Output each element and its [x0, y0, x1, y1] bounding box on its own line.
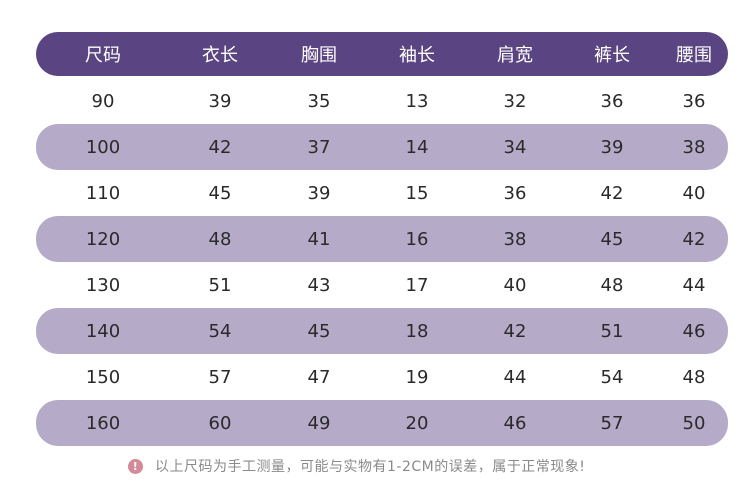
cell-chest: 35 — [307, 90, 331, 112]
cell-size: 120 — [85, 228, 121, 250]
cell-shoulder: 44 — [503, 366, 527, 388]
cell-sleeve: 19 — [405, 366, 429, 388]
header-sleeve: 袖长 — [399, 45, 435, 66]
cell-length: 48 — [208, 228, 232, 250]
cell-shoulder: 40 — [503, 274, 527, 296]
cell-chest: 45 — [307, 320, 331, 342]
cell-chest: 47 — [307, 366, 331, 388]
cell-pants-length: 36 — [600, 90, 624, 112]
cell-sleeve: 17 — [405, 274, 429, 296]
cell-size: 160 — [85, 412, 121, 434]
cell-size: 100 — [85, 136, 121, 158]
cell-shoulder: 42 — [503, 320, 527, 342]
cell-shoulder: 46 — [503, 412, 527, 434]
cell-waist: 42 — [682, 228, 706, 250]
cell-chest: 39 — [307, 182, 331, 204]
table-row: 100 42 37 14 34 39 38 — [36, 124, 728, 170]
cell-length: 60 — [208, 412, 232, 434]
size-chart-table: 尺码 衣长 胸围 袖长 肩宽 裤长 腰围 90 39 35 13 32 36 3… — [36, 32, 728, 446]
cell-pants-length: 48 — [600, 274, 624, 296]
cell-pants-length: 51 — [600, 320, 624, 342]
header-chest: 胸围 — [301, 45, 337, 66]
cell-length: 51 — [208, 274, 232, 296]
cell-length: 45 — [208, 182, 232, 204]
header-size: 尺码 — [85, 45, 121, 66]
cell-pants-length: 45 — [600, 228, 624, 250]
cell-chest: 49 — [307, 412, 331, 434]
table-row: 130 51 43 17 40 48 44 — [36, 262, 728, 308]
header-waist: 腰围 — [676, 45, 712, 66]
header-pants-length: 裤长 — [594, 45, 630, 66]
cell-sleeve: 18 — [405, 320, 429, 342]
header-length: 衣长 — [202, 45, 238, 66]
cell-length: 57 — [208, 366, 232, 388]
cell-size: 130 — [85, 274, 121, 296]
cell-waist: 50 — [682, 412, 706, 434]
cell-shoulder: 38 — [503, 228, 527, 250]
cell-size: 150 — [85, 366, 121, 388]
table-row: 150 57 47 19 44 54 48 — [36, 354, 728, 400]
table-row: 120 48 41 16 38 45 42 — [36, 216, 728, 262]
cell-chest: 41 — [307, 228, 331, 250]
cell-pants-length: 54 — [600, 366, 624, 388]
cell-pants-length: 57 — [600, 412, 624, 434]
cell-waist: 36 — [682, 90, 706, 112]
measurement-note: ! 以上尺码为手工测量，可能与实物有1-2CM的误差，属于正常现象! — [128, 456, 585, 476]
cell-sleeve: 16 — [405, 228, 429, 250]
measurement-note-text: 以上尺码为手工测量，可能与实物有1-2CM的误差，属于正常现象! — [155, 459, 586, 475]
cell-sleeve: 14 — [405, 136, 429, 158]
cell-size: 90 — [91, 90, 115, 112]
cell-shoulder: 36 — [503, 182, 527, 204]
table-row: 90 39 35 13 32 36 36 — [36, 78, 728, 124]
cell-waist: 46 — [682, 320, 706, 342]
table-row: 160 60 49 20 46 57 50 — [36, 400, 728, 446]
exclamation-icon: ! — [128, 458, 143, 474]
table-header-row: 尺码 衣长 胸围 袖长 肩宽 裤长 腰围 — [36, 32, 728, 76]
cell-sleeve: 15 — [405, 182, 429, 204]
table-row: 140 54 45 18 42 51 46 — [36, 308, 728, 354]
cell-sleeve: 20 — [405, 412, 429, 434]
table-row: 110 45 39 15 36 42 40 — [36, 170, 728, 216]
cell-chest: 43 — [307, 274, 331, 296]
cell-pants-length: 39 — [600, 136, 624, 158]
cell-chest: 37 — [307, 136, 331, 158]
cell-waist: 44 — [682, 274, 706, 296]
cell-shoulder: 34 — [503, 136, 527, 158]
cell-waist: 40 — [682, 182, 706, 204]
cell-waist: 38 — [682, 136, 706, 158]
cell-length: 54 — [208, 320, 232, 342]
cell-shoulder: 32 — [503, 90, 527, 112]
cell-pants-length: 42 — [600, 182, 624, 204]
cell-size: 140 — [85, 320, 121, 342]
cell-waist: 48 — [682, 366, 706, 388]
cell-length: 39 — [208, 90, 232, 112]
cell-sleeve: 13 — [405, 90, 429, 112]
header-shoulder: 肩宽 — [497, 45, 533, 66]
cell-size: 110 — [85, 182, 121, 204]
cell-length: 42 — [208, 136, 232, 158]
